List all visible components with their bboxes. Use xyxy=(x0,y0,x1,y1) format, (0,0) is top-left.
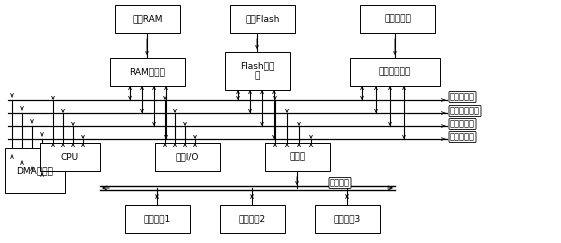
Text: DMA控制器: DMA控制器 xyxy=(17,166,53,175)
Bar xyxy=(125,205,190,233)
Text: Flash控制
器: Flash控制 器 xyxy=(240,62,275,80)
Text: 写数据总线: 写数据总线 xyxy=(450,132,475,141)
Text: 读数据总线: 读数据总线 xyxy=(450,120,475,129)
Bar xyxy=(155,143,220,171)
Bar xyxy=(225,52,290,90)
Bar xyxy=(110,58,185,86)
Text: 总线桥: 总线桥 xyxy=(289,153,306,162)
Text: 低速总线: 低速总线 xyxy=(330,179,350,188)
Text: 低速外设2: 低速外设2 xyxy=(239,215,266,224)
Text: 低速外设1: 低速外设1 xyxy=(144,215,171,224)
Text: 片内Flash: 片内Flash xyxy=(245,15,280,24)
Bar xyxy=(5,148,65,193)
Text: 目的地址总线: 目的地址总线 xyxy=(450,106,480,115)
Text: 高速I/O: 高速I/O xyxy=(176,153,199,162)
Text: CPU: CPU xyxy=(61,153,79,162)
Bar xyxy=(350,58,440,86)
Text: RAM控制器: RAM控制器 xyxy=(130,68,165,77)
Text: 源地址总线: 源地址总线 xyxy=(450,93,475,102)
Bar xyxy=(220,205,285,233)
Bar xyxy=(265,143,330,171)
Text: 存储器控制器: 存储器控制器 xyxy=(379,68,411,77)
Bar xyxy=(115,5,180,33)
Text: 片内RAM: 片内RAM xyxy=(132,15,163,24)
Bar xyxy=(40,143,100,171)
Text: 低速外设3: 低速外设3 xyxy=(334,215,361,224)
Bar xyxy=(360,5,435,33)
Bar xyxy=(315,205,380,233)
Text: 片外存储器: 片外存储器 xyxy=(384,15,411,24)
Bar xyxy=(230,5,295,33)
